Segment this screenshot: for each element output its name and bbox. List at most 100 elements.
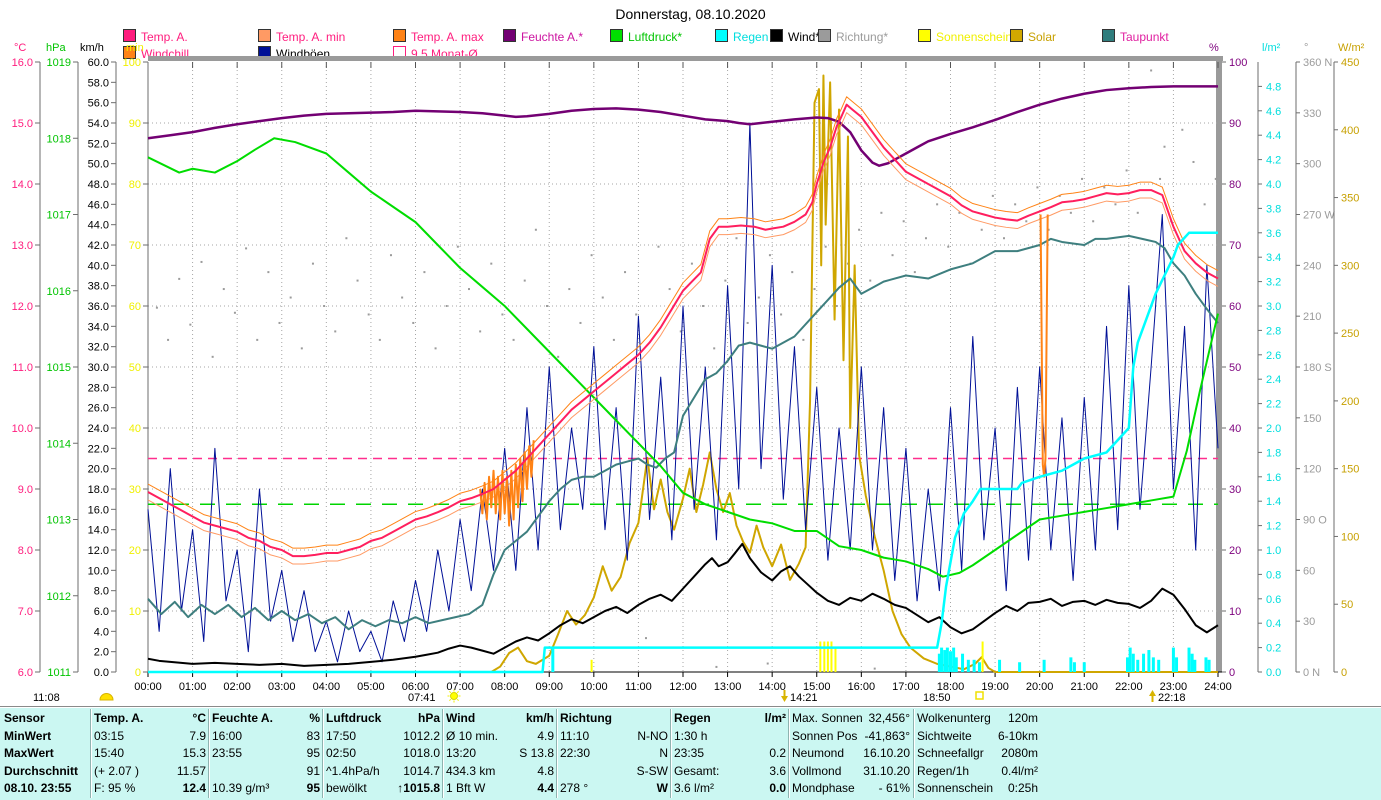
sunset-1850-label: 18:50 bbox=[923, 692, 951, 704]
axis-label-deg: 150 bbox=[1303, 413, 1321, 425]
axis-label-pct: 20 bbox=[1229, 545, 1241, 557]
extra-col: Wolkenunterg 120m Sichtweite 6-10km Schneefa… bbox=[917, 710, 1038, 798]
x-tick-label: 22:00 bbox=[1115, 681, 1143, 693]
axis-unit-lm2: l/m² bbox=[1262, 42, 1281, 54]
legend-temp-label: Temp. A. bbox=[141, 30, 188, 44]
axis-label-pct: 90 bbox=[1229, 118, 1241, 130]
axis-unit-wm2: W/m² bbox=[1338, 42, 1365, 54]
cell-value: 12.4 bbox=[182, 781, 206, 796]
axis-label-kmh: 38.0 bbox=[88, 281, 109, 293]
cell-value: 4.8 bbox=[537, 763, 554, 778]
axis-unit-hpa: hPa bbox=[46, 42, 66, 54]
legend-regen-swatch-icon bbox=[715, 29, 728, 42]
cell-label: 23:55 bbox=[212, 746, 243, 761]
axis-label-hpa: 1014 bbox=[47, 438, 71, 450]
cell-label: 22:30 bbox=[560, 746, 591, 761]
axis-label-deg: 90 O bbox=[1303, 515, 1327, 527]
axis-label-kmh: 26.0 bbox=[88, 403, 109, 415]
legend-taupunkt-swatch-icon bbox=[1102, 29, 1115, 42]
cell-label: Richtung bbox=[560, 711, 612, 725]
legend-luftdruck-swatch-icon bbox=[610, 29, 623, 42]
axis-label-min: 70 bbox=[129, 240, 141, 252]
axis-label-kmh: 22.0 bbox=[88, 443, 109, 455]
cell-value: 91 bbox=[306, 763, 320, 778]
legend-sonnenschein: Sonnenschein bbox=[918, 29, 1012, 44]
axis-unit-kmh: km/h bbox=[80, 42, 104, 54]
axis-unit-deg: ° bbox=[1304, 42, 1308, 54]
axis-label-lm2: 0.0 bbox=[1266, 667, 1281, 679]
x-tick-label: 08:00 bbox=[491, 681, 519, 693]
axis-deg bbox=[1295, 61, 1300, 673]
cell-label: 17:50 bbox=[326, 728, 357, 743]
axis-label-pct: 100 bbox=[1229, 57, 1247, 69]
cell-value: hPa bbox=[417, 711, 440, 725]
axis-label-deg: 300 bbox=[1303, 159, 1321, 171]
series-temp bbox=[147, 103, 1219, 558]
x-tick-label: 14:00 bbox=[758, 681, 786, 693]
axis-label-hpa: 1015 bbox=[47, 362, 71, 374]
legend-solar: Solar bbox=[1010, 29, 1056, 44]
axis-label-deg: 210 bbox=[1303, 311, 1321, 323]
series-feuchte bbox=[147, 85, 1218, 167]
axis-label-min: 60 bbox=[129, 301, 141, 313]
moonrise-2218 bbox=[1149, 690, 1156, 702]
axis-label-min: 90 bbox=[129, 118, 141, 130]
axis-label-pct: 70 bbox=[1229, 240, 1241, 252]
x-tick-label: 16:00 bbox=[848, 681, 876, 693]
axis-label-deg: 360 N bbox=[1303, 57, 1332, 69]
legend-temp-max: Temp. A. max bbox=[393, 29, 484, 44]
x-tick-label: 19:00 bbox=[981, 681, 1009, 693]
cell-label: F: 95 % bbox=[94, 781, 136, 796]
cell-label: Regen bbox=[674, 711, 711, 725]
cell-value: 7.9 bbox=[189, 728, 206, 743]
cell-value: - 61% bbox=[878, 781, 910, 796]
x-tick-label: 06:00 bbox=[402, 681, 430, 693]
axis-label-kmh: 44.0 bbox=[88, 220, 109, 232]
axis-label-lm2: 3.0 bbox=[1266, 301, 1281, 313]
axis-label-kmh: 10.0 bbox=[88, 565, 109, 577]
series-luftdruck bbox=[147, 137, 1219, 578]
moonset-1421-label: 14:21 bbox=[790, 692, 818, 704]
axis-label-wm2: 450 bbox=[1341, 57, 1359, 69]
table-divider bbox=[90, 709, 91, 798]
axis-label-deg: 0 N bbox=[1303, 667, 1320, 679]
table-divider bbox=[556, 709, 557, 798]
axis-label-tempC: 6.0 bbox=[18, 667, 33, 679]
axis-label-kmh: 6.0 bbox=[94, 606, 109, 618]
cell-value: 6-10km bbox=[997, 728, 1038, 743]
cell-label: Temp. A. bbox=[94, 711, 144, 725]
regen-col: Regen l/m² 1:30 h 23:35 0.2 Gesamt: 3.6 3.6 l/m… bbox=[674, 710, 786, 798]
series-regen-bars bbox=[551, 647, 1211, 672]
x-tick-label: 00:00 bbox=[134, 681, 162, 693]
sensor-col: Sensor MinWert MaxWert Durchschnitt 08.10. 2… bbox=[4, 710, 88, 798]
cell-label: Sonnenschein bbox=[917, 781, 994, 796]
axis-label-min: 40 bbox=[129, 423, 141, 435]
axis-label-kmh: 28.0 bbox=[88, 382, 109, 394]
legend-regen-label: Regen bbox=[733, 30, 769, 44]
cell-value: N bbox=[659, 746, 668, 761]
x-tick-label: 17:00 bbox=[892, 681, 920, 693]
cell-value: W bbox=[656, 781, 668, 796]
legend-taupunkt-label: Taupunkt bbox=[1120, 30, 1169, 44]
legend-regen: Regen bbox=[715, 29, 769, 44]
axis-label-wm2: 200 bbox=[1341, 396, 1359, 408]
cell-value: 16.10.20 bbox=[863, 746, 910, 761]
axis-label-lm2: 2.8 bbox=[1266, 325, 1281, 337]
x-tick-label: 21:00 bbox=[1070, 681, 1098, 693]
axis-label-kmh: 4.0 bbox=[94, 626, 109, 638]
x-tick-label: 20:00 bbox=[1026, 681, 1054, 693]
axis-label-wm2: 300 bbox=[1341, 260, 1359, 272]
axis-label-tempC: 13.0 bbox=[12, 240, 33, 252]
x-tick-label: 09:00 bbox=[535, 681, 563, 693]
cell-label: 03:15 bbox=[94, 728, 125, 743]
cell-value: °C bbox=[192, 711, 206, 725]
legend-richtung-label: Richtung* bbox=[836, 30, 889, 44]
axis-label-hpa: 1017 bbox=[47, 210, 71, 222]
series-solar bbox=[490, 74, 1218, 673]
axis-label-min: 100 bbox=[123, 57, 141, 69]
legend-wind-label: Wind* bbox=[788, 30, 821, 44]
table-divider bbox=[442, 709, 443, 798]
cell-label: 02:50 bbox=[326, 746, 357, 761]
axis-label-lm2: 0.2 bbox=[1266, 643, 1281, 655]
